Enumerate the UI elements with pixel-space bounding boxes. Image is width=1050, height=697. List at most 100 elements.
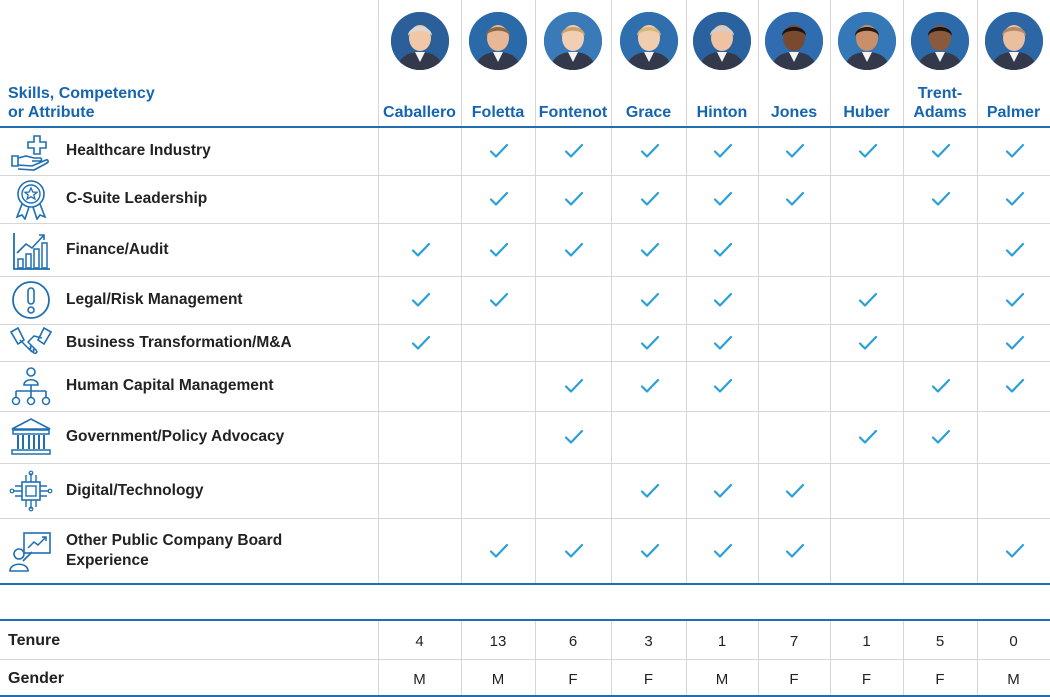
checkmark-icon: [489, 242, 509, 258]
gender-value: M: [413, 671, 426, 688]
skill-label: C-Suite Leadership: [66, 190, 208, 207]
checkmark-icon: [785, 143, 805, 159]
checkmark-icon: [785, 543, 805, 559]
gender-value: M: [1007, 671, 1020, 688]
presenter-chart-icon: [8, 530, 54, 572]
checkmark-icon: [713, 483, 733, 499]
column-divider: [686, 620, 687, 696]
tenure-value: 7: [789, 633, 799, 650]
checkmark-icon: [564, 378, 584, 394]
checkmark-icon: [564, 242, 584, 258]
checkmark-icon: [785, 483, 805, 499]
column-divider: [758, 620, 759, 696]
skills-column-header: Skills, Competency or Attribute: [8, 84, 155, 122]
column-divider: [977, 0, 978, 584]
gender-value: F: [789, 671, 799, 688]
gender-value: F: [935, 671, 945, 688]
column-divider: [830, 620, 831, 696]
checkmark-icon: [640, 242, 660, 258]
tenure-value: 13: [489, 633, 507, 650]
member-name-header: Huber: [843, 104, 890, 121]
checkmark-icon: [640, 543, 660, 559]
row-divider: [0, 126, 1050, 128]
member-name-line1: Trent-: [917, 85, 963, 102]
tenure-value: 3: [644, 633, 653, 650]
row-divider: [0, 619, 1050, 621]
row-divider: [0, 695, 1050, 697]
checkmark-icon: [713, 543, 733, 559]
member-name-header: Foletta: [471, 104, 525, 121]
gender-value: F: [568, 671, 578, 688]
column-divider: [830, 0, 831, 584]
skill-label: Government/Policy Advocacy: [66, 428, 285, 445]
checkmark-icon: [713, 191, 733, 207]
checkmark-icon: [489, 543, 509, 559]
checkmark-icon: [713, 292, 733, 308]
checkmark-icon: [411, 292, 431, 308]
row-divider: [0, 518, 1050, 519]
column-divider: [977, 620, 978, 696]
member-name-header: Trent- Adams: [903, 84, 977, 122]
column-divider: [535, 620, 536, 696]
checkmark-icon: [1005, 378, 1025, 394]
skill-label-line2: Experience: [66, 552, 149, 569]
checkmark-icon: [858, 429, 878, 445]
award-ribbon-icon: [8, 178, 54, 221]
column-divider: [461, 0, 462, 584]
checkmark-icon: [1005, 191, 1025, 207]
skill-label: Human Capital Management: [66, 377, 274, 394]
skill-label: Legal/Risk Management: [66, 291, 243, 308]
row-divider: [0, 175, 1050, 176]
member-name-header: Palmer: [986, 104, 1041, 121]
column-divider: [686, 0, 687, 584]
column-divider: [461, 620, 462, 696]
checkmark-icon: [489, 292, 509, 308]
column-divider: [611, 0, 612, 584]
checkmark-icon: [564, 543, 584, 559]
column-divider: [758, 0, 759, 584]
checkmark-icon: [1005, 335, 1025, 351]
row-divider: [0, 223, 1050, 224]
handshake-icon: [8, 322, 54, 364]
checkmark-icon: [858, 292, 878, 308]
member-photo-huber: [837, 12, 896, 70]
checkmark-icon: [785, 191, 805, 207]
checkmark-icon: [640, 483, 660, 499]
hand-plus-icon: [8, 130, 54, 172]
tenure-label: Tenure: [8, 632, 61, 649]
member-name-line2: Adams: [913, 104, 967, 121]
org-chart-icon: [8, 365, 54, 407]
tenure-value: 0: [1009, 633, 1018, 650]
row-divider: [0, 276, 1050, 277]
row-divider: [0, 324, 1050, 325]
row-divider: [0, 463, 1050, 464]
tenure-value: 1: [717, 633, 727, 650]
member-name-header: Grace: [625, 104, 672, 121]
column-divider: [378, 0, 379, 584]
checkmark-icon: [931, 191, 951, 207]
skill-label: Digital/Technology: [66, 481, 204, 499]
checkmark-icon: [640, 335, 660, 351]
header-title-line1: Skills, Competency: [8, 85, 155, 102]
member-photo-fontenot: [544, 12, 602, 70]
checkmark-icon: [1005, 143, 1025, 159]
microchip-icon: [8, 470, 54, 512]
member-photo-jones: [765, 12, 823, 70]
row-divider: [0, 583, 1050, 585]
skill-label: Finance/Audit: [66, 240, 169, 258]
member-photo-trentadams: [911, 12, 969, 70]
gender-value: F: [643, 671, 654, 688]
row-divider: [0, 659, 1050, 660]
skill-label: Healthcare Industry: [66, 142, 211, 159]
column-divider: [903, 620, 904, 696]
checkmark-icon: [564, 143, 584, 159]
checkmark-icon: [858, 143, 878, 159]
checkmark-icon: [1005, 292, 1025, 308]
skill-label: Other Public Company Board Experience: [66, 531, 282, 571]
government-building-icon: [8, 416, 54, 458]
checkmark-icon: [858, 335, 878, 351]
checkmark-icon: [1005, 543, 1025, 559]
checkmark-icon: [1005, 242, 1025, 258]
tenure-value: 5: [935, 633, 945, 650]
